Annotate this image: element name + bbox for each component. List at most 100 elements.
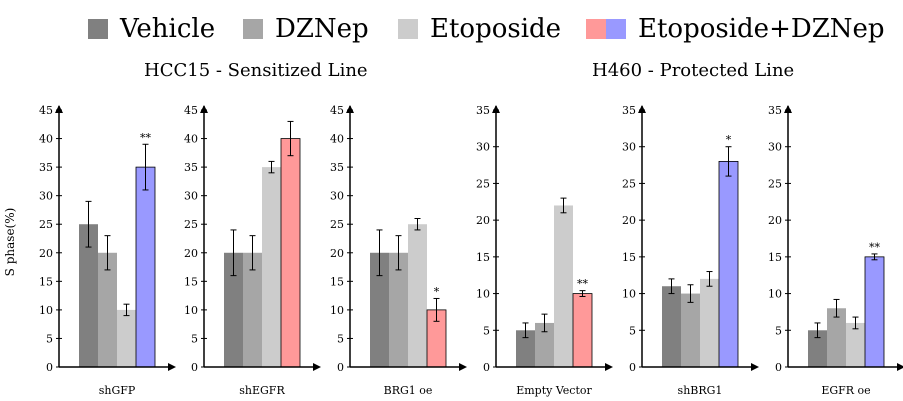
y-tick-label: 40	[184, 133, 198, 146]
chart-panel-3: ** 0 5 10 15 20 25 30 35 Empty Vector	[476, 104, 613, 397]
x-category-label: shEGFR	[239, 384, 285, 397]
legend-swatch-etoposide	[398, 19, 418, 39]
bar	[864, 256, 885, 368]
significance-label: *	[726, 134, 732, 147]
bar	[135, 166, 156, 368]
y-tick-label: 5	[629, 324, 636, 337]
y-tick-label: 0	[483, 361, 490, 374]
group-title-right: H460 - Protected Line	[592, 60, 795, 81]
y-tick-label: 10	[184, 304, 198, 317]
legend-label-etoposide: Etoposide	[430, 14, 562, 44]
legend-item-combo: Etoposide+DZNep	[586, 12, 885, 46]
legend-swatch-combo-red	[586, 19, 606, 39]
chart-panel-5: ** 0 5 10 15 20 25 30 35 EGFR oe	[768, 104, 903, 397]
y-tick-label: 30	[330, 190, 344, 203]
significance-label: **	[869, 241, 881, 254]
y-tick-label: 10	[622, 288, 636, 301]
y-tick-label: 20	[476, 214, 490, 227]
bar	[846, 322, 865, 367]
x-axis-arrow	[168, 363, 176, 371]
legend-swatch-vehicle	[88, 19, 108, 39]
y-tick-label: 10	[768, 288, 782, 301]
y-tick-label: 35	[184, 161, 198, 174]
x-category-label: shGFP	[99, 384, 136, 397]
y-axis-arrow	[200, 105, 208, 113]
y-tick-label: 20	[330, 247, 344, 260]
significance-label: **	[577, 278, 589, 291]
bar	[370, 252, 389, 367]
bar	[389, 252, 408, 367]
y-tick-label: 10	[39, 304, 53, 317]
y-tick-label: 20	[39, 247, 53, 260]
y-tick-label: 0	[775, 361, 782, 374]
bar	[554, 205, 573, 367]
y-tick-label: 15	[184, 275, 198, 288]
bar	[572, 293, 593, 368]
legend: Vehicle DZNep Etoposide Etoposide+DZNep	[0, 12, 903, 52]
y-tick-label: 25	[476, 177, 490, 190]
y-tick-label: 15	[39, 275, 53, 288]
bar	[662, 286, 681, 367]
group-title-left: HCC15 - Sensitized Line	[144, 60, 368, 81]
bar	[535, 322, 554, 367]
bar	[718, 160, 739, 368]
y-tick-label: 5	[337, 332, 344, 345]
bar	[117, 309, 136, 367]
x-category-label: shBRG1	[678, 384, 723, 397]
bar	[79, 224, 98, 367]
legend-item-etoposide: Etoposide	[398, 12, 561, 46]
chart-panel-4: * 0 5 10 15 20 25 30 35 shBRG1	[622, 104, 759, 397]
y-tick-label: 15	[476, 251, 490, 264]
y-axis-arrow	[784, 105, 792, 113]
y-tick-label: 45	[39, 104, 53, 117]
bar	[98, 252, 117, 367]
y-tick-label: 10	[330, 304, 344, 317]
legend-swatch-dznep	[243, 19, 263, 39]
x-category-label: BRG1 oe	[384, 384, 433, 397]
y-tick-label: 45	[184, 104, 198, 117]
chart-panel-1: 0 5 10 15 20 25 30 35 40 45 shEGFR	[184, 104, 321, 397]
y-tick-label: 35	[476, 104, 490, 117]
legend-swatch-combo-blue	[606, 19, 626, 39]
bar	[224, 252, 243, 367]
y-tick-label: 30	[476, 141, 490, 154]
y-tick-label: 20	[622, 214, 636, 227]
y-tick-label: 5	[483, 324, 490, 337]
x-axis-arrow	[459, 363, 467, 371]
y-tick-label: 0	[191, 361, 198, 374]
y-tick-label: 0	[337, 361, 344, 374]
y-tick-label: 25	[768, 177, 782, 190]
y-tick-label: 35	[622, 104, 636, 117]
y-tick-label: 30	[768, 141, 782, 154]
y-axis-arrow	[638, 105, 646, 113]
bar	[808, 330, 827, 367]
legend-label-vehicle: Vehicle	[120, 14, 216, 44]
legend-item-dznep: DZNep	[243, 12, 369, 46]
y-tick-label: 35	[330, 161, 344, 174]
y-tick-label: 5	[775, 324, 782, 337]
y-tick-label: 35	[768, 104, 782, 117]
y-tick-label: 15	[622, 251, 636, 264]
bar	[681, 293, 700, 367]
y-tick-label: 15	[768, 251, 782, 264]
y-tick-label: 25	[330, 218, 344, 231]
x-axis-arrow	[313, 363, 321, 371]
bar	[262, 167, 281, 367]
y-axis-arrow	[492, 105, 500, 113]
significance-label: **	[140, 131, 152, 144]
y-tick-label: 40	[39, 133, 53, 146]
y-axis-arrow	[55, 105, 63, 113]
x-axis-arrow	[897, 363, 903, 371]
y-tick-label: 40	[330, 133, 344, 146]
y-tick-label: 30	[622, 141, 636, 154]
bar	[827, 308, 846, 367]
y-tick-label: 5	[46, 332, 53, 345]
bar	[700, 278, 719, 367]
significance-label: *	[434, 285, 440, 298]
x-axis-arrow	[605, 363, 613, 371]
y-tick-label: 5	[191, 332, 198, 345]
x-category-label: Empty Vector	[516, 384, 592, 397]
x-axis-arrow	[751, 363, 759, 371]
y-tick-label: 25	[39, 218, 53, 231]
